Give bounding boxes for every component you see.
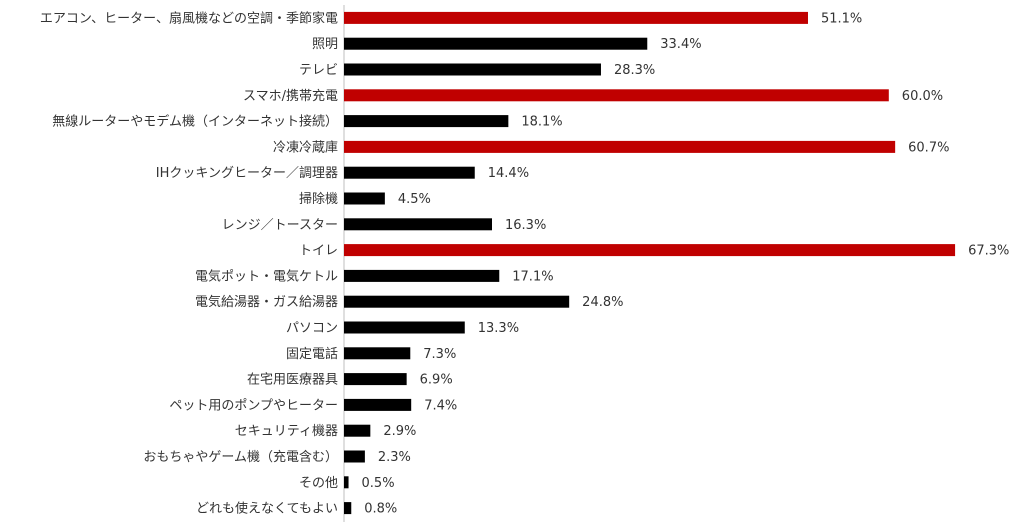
category-label: どれも使えなくてもよい (196, 501, 338, 517)
bar (344, 398, 412, 411)
value-label: 7.3% (423, 347, 456, 362)
bar (344, 140, 896, 153)
category-label: スマホ/携帯充電 (243, 88, 338, 104)
category-label: セキュリティ機器 (235, 424, 338, 439)
bar (344, 37, 648, 50)
bar (344, 295, 570, 308)
category-label: ペット用のポンプやヒーター (169, 398, 338, 413)
value-label: 28.3% (614, 63, 655, 78)
category-label: 電気給湯器・ガス給湯器 (195, 294, 338, 310)
bar (344, 321, 465, 334)
category-label: 冷凍冷蔵庫 (273, 139, 338, 155)
category-label: パソコン (286, 321, 338, 336)
bar (344, 115, 509, 128)
category-label: 掃除機 (299, 191, 338, 207)
bar (344, 218, 493, 231)
value-label: 0.8% (364, 502, 397, 517)
value-label: 60.0% (902, 89, 943, 104)
category-label: テレビ (299, 63, 338, 78)
value-label: 14.4% (488, 166, 529, 181)
bar (344, 63, 601, 76)
bar (344, 476, 349, 489)
value-label: 24.8% (582, 295, 623, 310)
value-label: 67.3% (968, 244, 1009, 259)
bar (344, 269, 500, 282)
category-label: 照明 (312, 37, 338, 52)
category-label: 固定電話 (286, 346, 338, 362)
value-label: 7.4% (424, 398, 457, 413)
value-label: 6.9% (420, 373, 453, 388)
value-label: 33.4% (660, 37, 701, 52)
category-label: トイレ (299, 244, 338, 259)
category-label: 無線ルーターやモデム機（インターネット接続） (52, 114, 338, 130)
bar (344, 166, 475, 179)
value-label: 2.3% (378, 450, 411, 465)
value-label: 2.9% (383, 424, 416, 439)
value-label: 17.1% (512, 269, 553, 284)
category-label: IHクッキングヒーター／調理器 (156, 166, 338, 181)
bar (344, 11, 808, 24)
value-label: 60.7% (908, 140, 949, 155)
value-label: 4.5% (398, 192, 431, 207)
category-label: レンジ／トースター (222, 218, 338, 233)
category-label: おもちゃやゲーム機（充電含む） (143, 449, 338, 465)
bar (344, 502, 352, 515)
bar (344, 347, 411, 360)
value-label: 13.3% (478, 321, 519, 336)
category-label: その他 (299, 476, 338, 491)
bar (344, 424, 371, 437)
value-label: 51.1% (821, 11, 862, 26)
bar (344, 89, 889, 102)
bar (344, 450, 365, 463)
value-label: 0.5% (362, 476, 395, 491)
bar (344, 373, 407, 386)
value-label: 16.3% (505, 218, 546, 233)
category-label: 在宅用医療器具 (247, 373, 338, 388)
category-label: 電気ポット・電気ケトル (195, 268, 338, 284)
bar (344, 192, 385, 205)
category-label: エアコン、ヒーター、扇風機などの空調・季節家電 (40, 10, 338, 26)
bar (344, 244, 956, 257)
value-label: 18.1% (521, 115, 562, 130)
